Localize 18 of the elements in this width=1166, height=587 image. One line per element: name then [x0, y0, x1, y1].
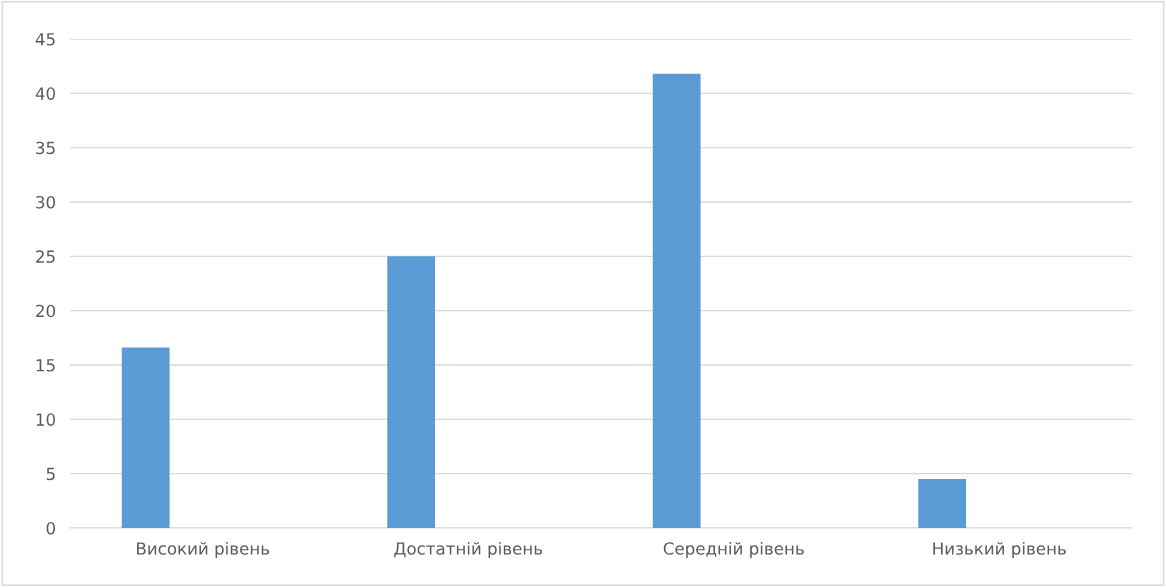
x-tick-label: Низький рівень [933, 541, 1066, 559]
y-tick-label: 30 [36, 195, 55, 209]
y-tick-label: 45 [35, 33, 55, 46]
y-tick-label: 40 [35, 87, 55, 100]
x-tick-label: Достатній рівень [394, 541, 543, 559]
bar [387, 256, 436, 528]
x-tick-label: Високий рівень [137, 541, 270, 559]
bar [652, 73, 701, 528]
y-tick-label: 5 [46, 467, 55, 481]
bar [121, 347, 170, 528]
y-tick-label: 10 [36, 413, 55, 426]
x-tick-label: Середній рівень [663, 541, 804, 559]
y-tick-label: 15 [36, 359, 55, 372]
y-tick-label: 25 [36, 250, 55, 263]
bar [918, 479, 967, 528]
y-tick-label: 20 [36, 304, 55, 318]
y-tick-label: 0 [46, 521, 55, 535]
y-tick-label: 35 [36, 141, 55, 155]
